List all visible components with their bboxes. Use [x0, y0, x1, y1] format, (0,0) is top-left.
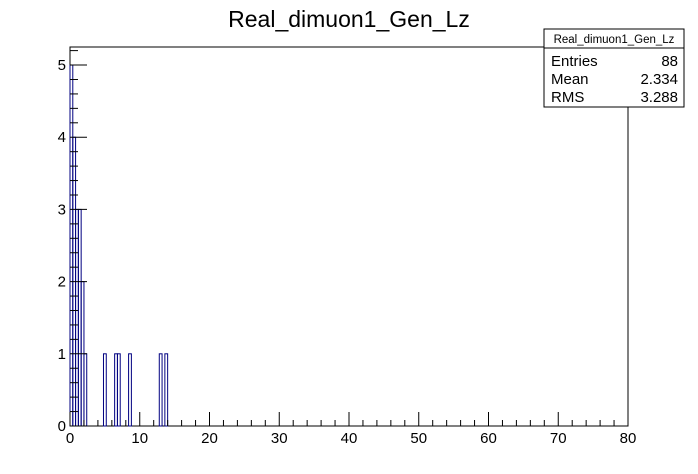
- histogram-bar: [158, 353, 163, 427]
- histogram-bar: [164, 353, 169, 427]
- x-tick-label: 80: [620, 430, 637, 447]
- x-tick-label: 70: [550, 430, 567, 447]
- stats-mean-value: 2.334: [640, 71, 678, 88]
- histogram-bar: [83, 353, 88, 427]
- x-tick-label: 50: [410, 430, 427, 447]
- y-tick-label: 3: [58, 201, 66, 218]
- stats-rms-value: 3.288: [640, 89, 678, 106]
- x-tick-label: 0: [66, 430, 74, 447]
- stats-entries-value: 88: [661, 53, 678, 70]
- x-tick-label: 10: [131, 430, 148, 447]
- x-tick-label: 30: [271, 430, 288, 447]
- y-tick-label: 4: [58, 129, 66, 146]
- y-tick-label: 0: [58, 418, 66, 435]
- histogram-bar: [128, 353, 132, 427]
- y-tick-label: 5: [58, 57, 66, 74]
- x-tick-label: 40: [341, 430, 358, 447]
- stats-mean-label: Mean: [551, 71, 589, 88]
- stats-box: Real_dimuon1_Gen_Lz Entries 88 Mean 2.33…: [543, 28, 685, 108]
- x-tick-label: 20: [201, 430, 218, 447]
- chart-title: Real_dimuon1_Gen_Lz: [228, 6, 470, 32]
- histogram-bars: [69, 64, 169, 427]
- x-tick-label: 60: [480, 430, 497, 447]
- histogram-bar: [102, 353, 107, 427]
- stats-box-frame: [543, 28, 685, 108]
- histogram-bar: [116, 353, 121, 427]
- stats-box-title: Real_dimuon1_Gen_Lz: [554, 34, 675, 46]
- y-tick-label: 2: [58, 274, 66, 291]
- stats-entries-label: Entries: [551, 53, 598, 70]
- y-axis: 0 1 2 3 4 5: [58, 50, 87, 435]
- stats-rms-label: RMS: [551, 89, 584, 106]
- y-tick-label: 1: [58, 346, 66, 363]
- x-axis: 0 10 20 30 40 50 60 70 80: [66, 412, 637, 447]
